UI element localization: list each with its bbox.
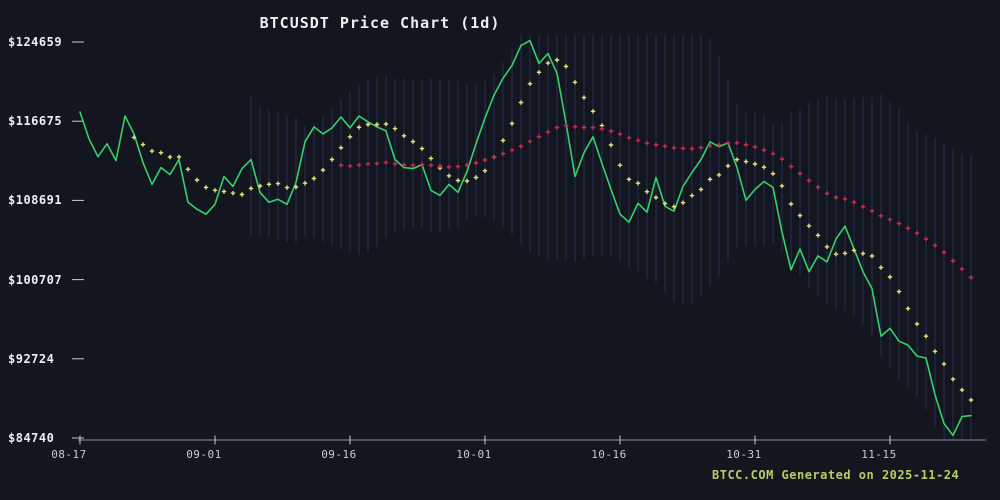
chart-title: BTCUSDT Price Chart (1d) xyxy=(259,14,501,32)
y-tick-label: $124659 xyxy=(8,35,63,49)
y-tick-label: $84740 xyxy=(8,431,55,445)
y-tick-label: $116675 xyxy=(8,114,63,129)
bollinger-band-lines xyxy=(250,35,972,439)
x-tick-label: 11-15 xyxy=(861,448,897,461)
close-price-line xyxy=(79,39,972,437)
ma30-dots xyxy=(338,123,974,280)
x-tick-label: 09-16 xyxy=(321,448,357,461)
x-tick-label: 09-01 xyxy=(186,448,222,461)
y-tick-label: $108691 xyxy=(8,193,63,208)
x-tick-label: 10-31 xyxy=(726,448,762,461)
x-tick-label: 10-16 xyxy=(591,448,627,461)
watermark-text: BTCC.COM Generated on 2025-11-24 xyxy=(712,468,960,482)
x-tick-label: 10-01 xyxy=(456,448,492,461)
x-tick-label: 08-17 xyxy=(51,448,87,461)
y-tick-label: $92724 xyxy=(8,351,55,366)
y-tick-label: $100707 xyxy=(8,272,63,287)
ma7-dots xyxy=(131,57,974,403)
